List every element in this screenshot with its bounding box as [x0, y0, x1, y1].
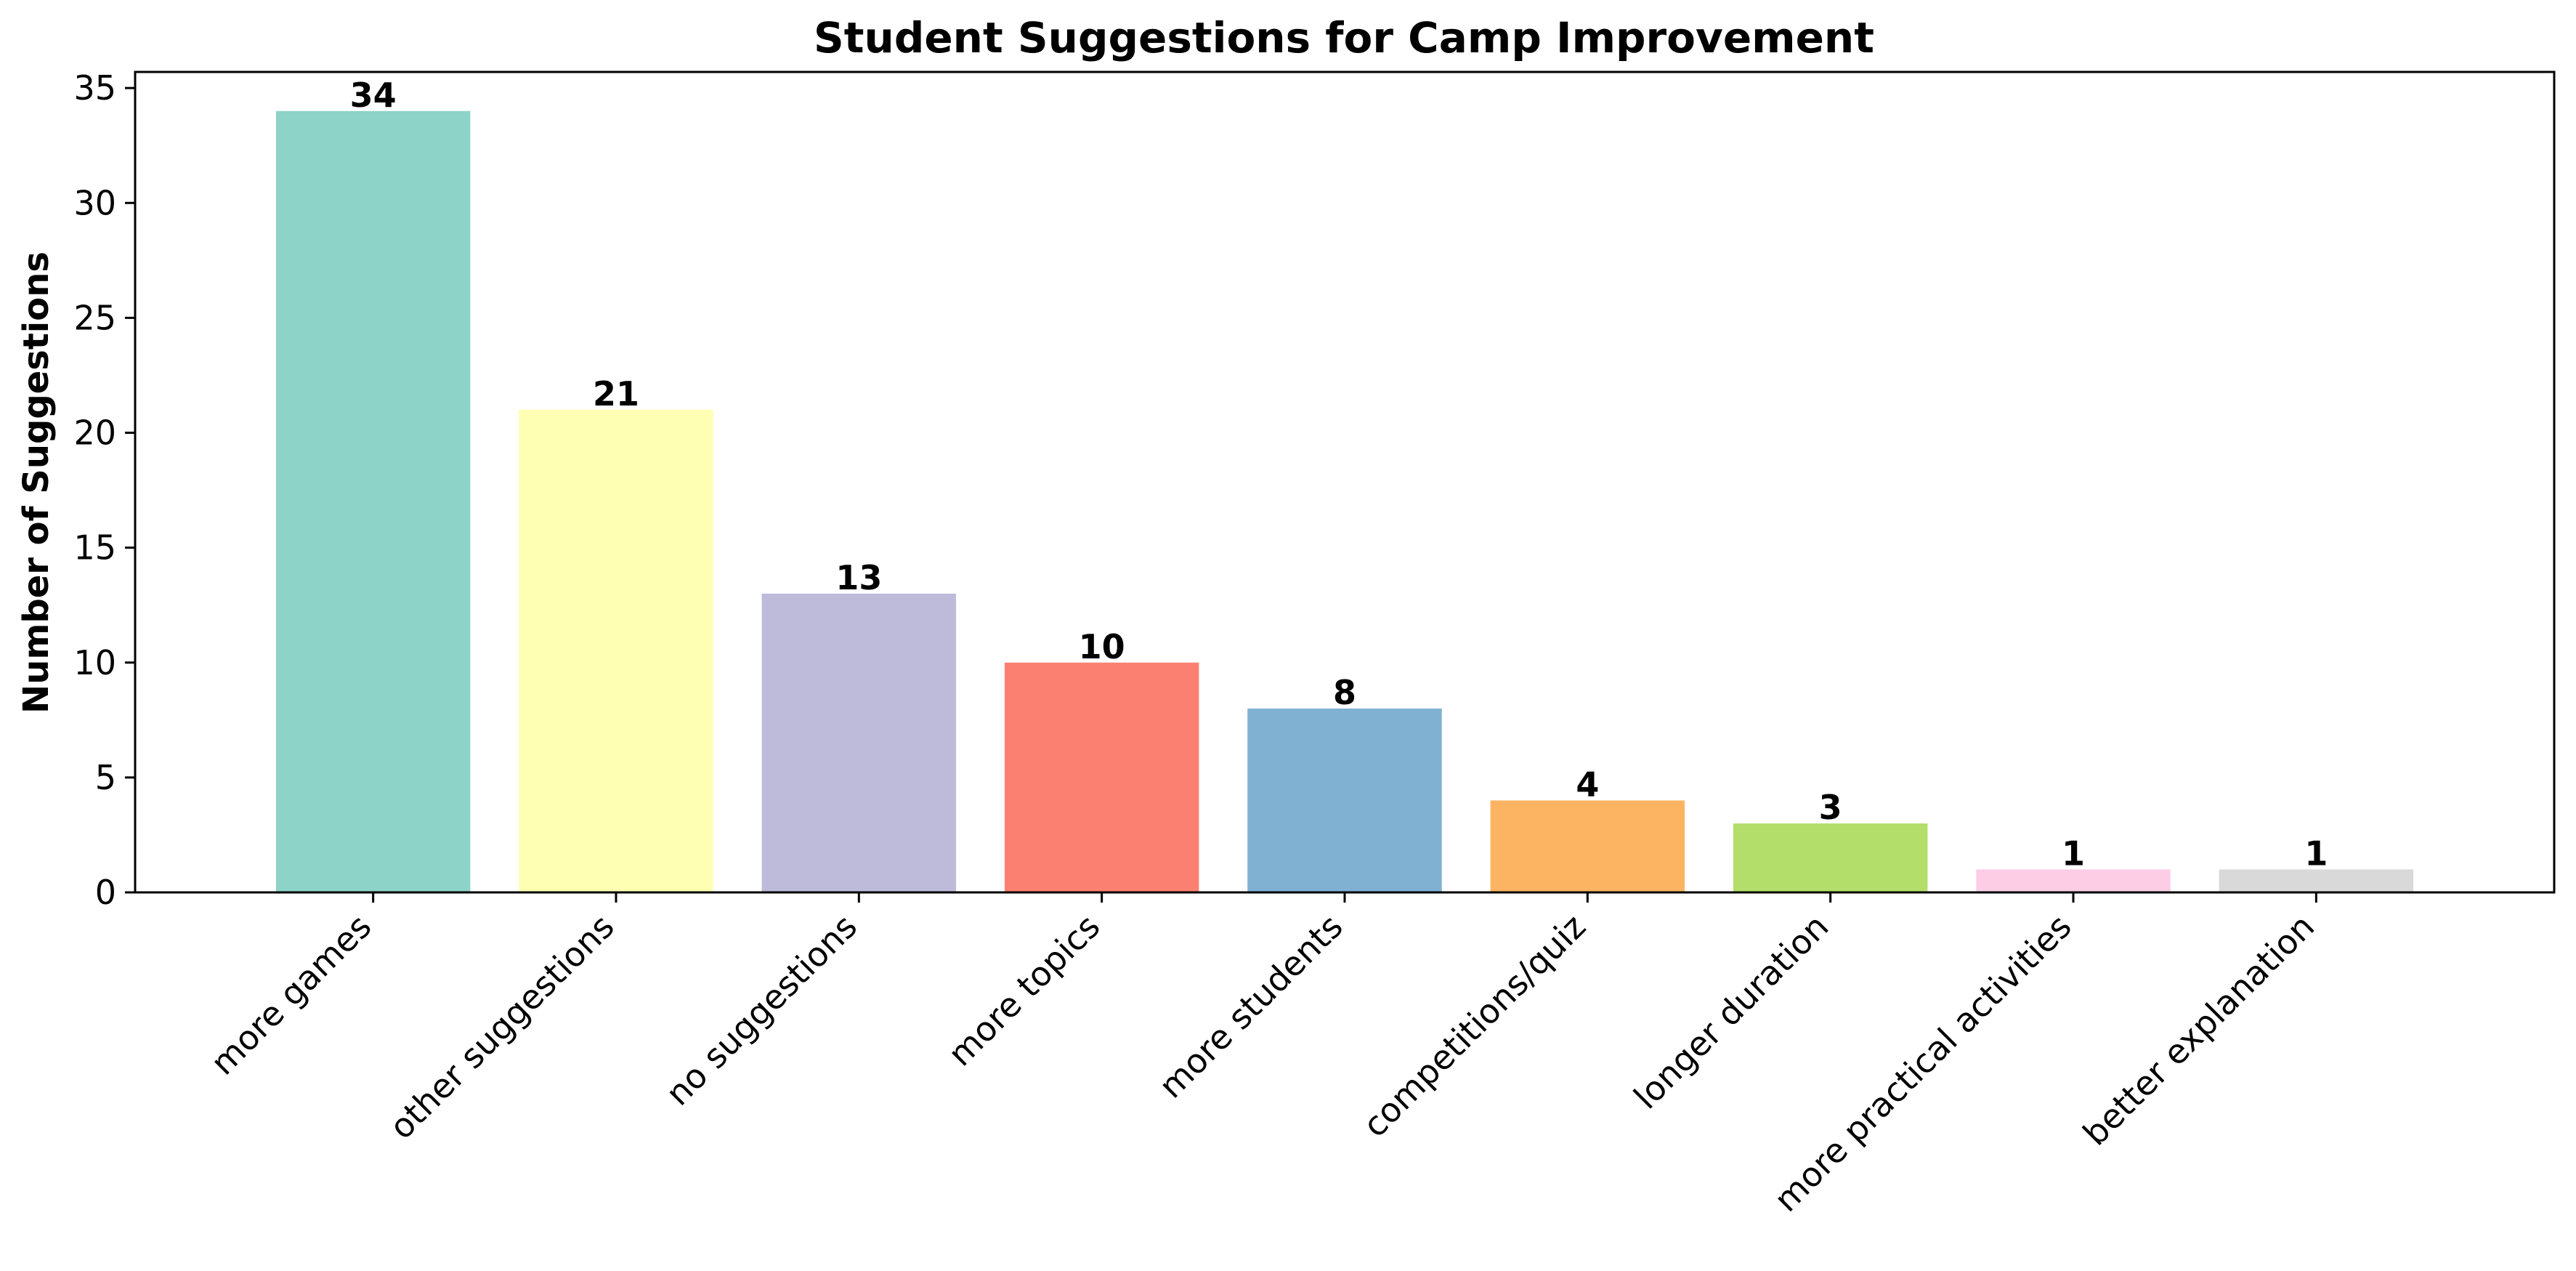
x-tick-label: competitions/quiz: [1355, 907, 1593, 1145]
y-tick-label: 20: [73, 413, 116, 453]
value-label: 1: [2304, 834, 2328, 873]
x-tick-label: more games: [203, 907, 378, 1083]
value-label: 13: [835, 558, 882, 597]
x-tick-label: more topics: [940, 907, 1107, 1074]
bar-9: [2219, 869, 2414, 892]
y-tick-label: 5: [95, 758, 116, 797]
bar-2: [519, 409, 713, 892]
bar-7: [1733, 823, 1928, 892]
bar-5: [1247, 709, 1442, 892]
y-tick-label: 10: [73, 643, 116, 682]
x-tick-label: better explanation: [2075, 907, 2322, 1153]
value-label: 21: [593, 374, 639, 413]
chart-title: Student Suggestions for Camp Improvement: [814, 13, 1874, 62]
bar-3: [761, 593, 957, 892]
y-tick-label: 30: [73, 183, 116, 222]
y-axis-label: Number of Suggestions: [16, 251, 57, 714]
x-axis: more games other suggestions no suggestion…: [203, 892, 2322, 1219]
value-label: 3: [1819, 788, 1842, 827]
bar-8: [1976, 869, 2171, 892]
value-label: 8: [1333, 673, 1356, 712]
y-axis: 0 5 10 15 20 25 30 35: [73, 68, 135, 912]
y-tick-label: 25: [73, 298, 116, 337]
x-tick-label: more students: [1151, 907, 1350, 1106]
x-tick-label: no suggestions: [658, 907, 864, 1113]
plot-frame: [134, 70, 2556, 894]
x-tick-label: other suggestions: [382, 907, 622, 1147]
value-labels: 34 21 13 10 8 4 3 1 1: [350, 76, 2328, 873]
value-label: 1: [2062, 834, 2085, 873]
bar-1: [275, 110, 471, 892]
x-tick-label: longer duration: [1626, 907, 1836, 1117]
bar-4: [1004, 662, 1199, 892]
bar-6: [1490, 800, 1685, 892]
y-tick-label: 15: [73, 528, 116, 568]
value-label: 34: [350, 76, 397, 115]
bars: [275, 110, 2414, 892]
y-tick-label: 0: [95, 873, 116, 912]
value-label: 4: [1576, 765, 1599, 804]
value-label: 10: [1079, 627, 1125, 666]
y-tick-label: 35: [73, 68, 116, 108]
